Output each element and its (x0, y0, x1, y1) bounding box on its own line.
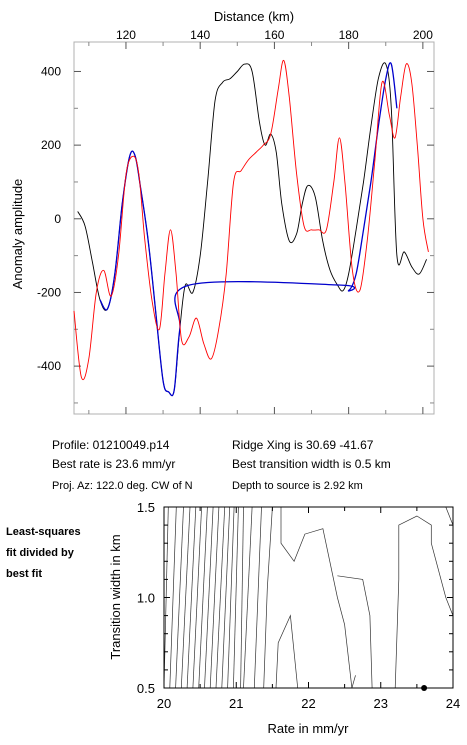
contour-line (243, 506, 253, 689)
contour-lines-group (163, 506, 454, 689)
contour-line (227, 506, 235, 689)
contour-x-tick-label: 20 (157, 696, 171, 711)
top-major-ticks (74, 42, 434, 414)
contour-line (445, 506, 454, 526)
contour-x-tick-label: 22 (301, 696, 315, 711)
contour-x-tick-labels: 20 21 22 23 24 (157, 696, 460, 711)
contour-line (169, 506, 177, 689)
contour-line (240, 506, 244, 689)
top-x-tick-labels: 120 140 160 180 200 (116, 28, 433, 42)
top-y-axis-label: Anomaly amplitude (10, 179, 25, 290)
x-tick-label: 120 (116, 28, 136, 42)
contour-line (221, 506, 231, 689)
contour-x-axis-label: Rate in mm/yr (268, 721, 350, 736)
top-series-group (73, 59, 429, 397)
contour-line (275, 614, 299, 689)
best-rate-text: Best rate is 23.6 mm/yr (52, 457, 175, 471)
x-tick-label: 140 (190, 28, 210, 42)
y-tick-label: 400 (41, 64, 61, 78)
ridge-xing-text: Ridge Xing is 30.69 -41.67 (232, 438, 374, 452)
top-plot-frame (73, 41, 435, 415)
contour-line (233, 506, 239, 689)
top-x-axis-label: Distance (km) (214, 9, 294, 24)
contour-y-tick-label: 1.5 (137, 500, 155, 515)
contour-line (253, 506, 262, 689)
y-tick-label: -400 (37, 359, 61, 373)
contour-line (198, 506, 208, 689)
best-transition-text: Best transition width is 0.5 km (232, 457, 391, 471)
black-series-line (77, 62, 428, 397)
contour-line (280, 507, 353, 689)
blue-series-line (99, 62, 398, 397)
contour-line (351, 675, 356, 689)
contour-y-tick-label: 1.0 (137, 591, 155, 606)
contour-line (337, 575, 373, 689)
x-tick-label: 200 (413, 28, 433, 42)
contour-y-tick-labels: 1.5 1.0 0.5 (137, 500, 155, 696)
contour-line (209, 506, 220, 689)
proj-az-text: Proj. Az: 122.0 deg. CW of N (52, 480, 193, 492)
contour-y-tick-label: 0.5 (137, 681, 155, 696)
contour-line (192, 506, 202, 689)
side-label-line-2: fit divided by (6, 547, 75, 559)
y-tick-label: -200 (37, 285, 61, 299)
y-tick-label: 0 (54, 212, 61, 226)
contour-line (180, 506, 191, 689)
contour-plot-frame (163, 506, 454, 689)
side-label-line-1: Least-squares (6, 526, 81, 538)
contour-line (186, 506, 197, 689)
contour-y-axis-label: Transition width in km (108, 534, 123, 659)
contour-line (175, 506, 184, 689)
x-tick-label: 160 (264, 28, 284, 42)
red-series-line (73, 59, 429, 381)
contour-ticks (163, 506, 454, 689)
contour-x-tick-label: 24 (446, 696, 460, 711)
top-y-tick-labels: 400 200 0 -200 -400 (37, 64, 61, 373)
y-tick-label: 200 (41, 138, 61, 152)
contour-line (394, 515, 454, 689)
contour-x-tick-label: 23 (374, 696, 388, 711)
x-tick-label: 180 (339, 28, 359, 42)
contour-line (204, 506, 214, 689)
contour-line (263, 506, 273, 689)
best-fit-marker (421, 685, 428, 691)
profile-text: Profile: 01210049.p14 (52, 438, 170, 452)
contour-x-tick-label: 21 (229, 696, 243, 711)
best-fit-group (421, 685, 428, 691)
depth-text: Depth to source is 2.92 km (232, 480, 363, 492)
side-label-line-3: best fit (6, 568, 42, 580)
contour-line (215, 506, 226, 689)
